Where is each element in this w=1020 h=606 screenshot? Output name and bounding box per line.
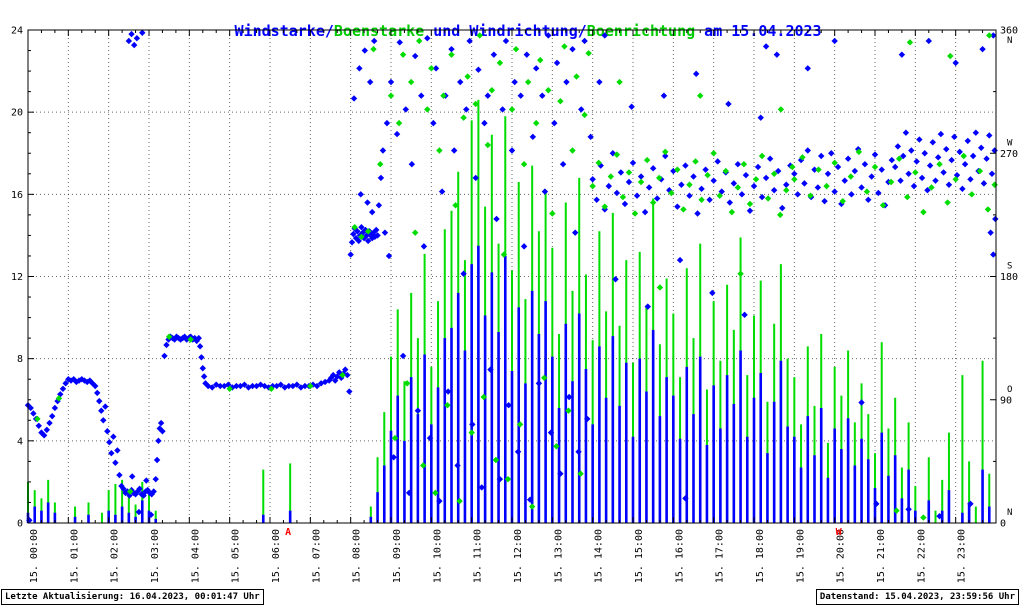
svg-text:15. 20:00: 15. 20:00 bbox=[836, 529, 847, 583]
svg-text:15. 10:00: 15. 10:00 bbox=[432, 529, 443, 583]
svg-text:N: N bbox=[1007, 508, 1012, 518]
svg-text:A: A bbox=[285, 527, 291, 538]
svg-text:15. 18:00: 15. 18:00 bbox=[755, 529, 766, 583]
svg-text:15. 00:00: 15. 00:00 bbox=[29, 529, 40, 583]
data-state-box: Datenstand: 15.04.2023, 23:59:56 Uhr bbox=[815, 589, 1019, 605]
svg-text:15. 05:00: 15. 05:00 bbox=[231, 529, 242, 583]
title-boenrichtung: Boenrichtung bbox=[586, 22, 696, 40]
svg-text:15. 21:00: 15. 21:00 bbox=[876, 529, 887, 583]
svg-text:24: 24 bbox=[11, 26, 23, 37]
svg-text:15. 03:00: 15. 03:00 bbox=[150, 529, 161, 583]
svg-text:15. 11:00: 15. 11:00 bbox=[473, 529, 484, 583]
svg-text:N: N bbox=[1007, 36, 1012, 46]
svg-text:W: W bbox=[836, 527, 843, 538]
svg-text:0: 0 bbox=[1000, 519, 1006, 530]
title-und-windrichtung: und Windrichtung/ bbox=[424, 22, 587, 40]
svg-text:90: 90 bbox=[1000, 395, 1012, 406]
last-update-box: Letzte Aktualisierung: 16.04.2023, 00:01… bbox=[1, 589, 264, 605]
svg-text:15. 12:00: 15. 12:00 bbox=[513, 529, 524, 583]
title-boenstarke: Boenstarke bbox=[333, 22, 425, 40]
svg-text:15. 13:00: 15. 13:00 bbox=[553, 529, 564, 583]
svg-text:15. 15:00: 15. 15:00 bbox=[634, 529, 645, 583]
svg-text:15. 07:00: 15. 07:00 bbox=[311, 529, 322, 583]
svg-text:W: W bbox=[1007, 138, 1013, 148]
svg-text:O: O bbox=[1007, 385, 1012, 395]
svg-text:12: 12 bbox=[11, 272, 23, 283]
svg-text:16: 16 bbox=[11, 190, 23, 201]
svg-text:15. 09:00: 15. 09:00 bbox=[392, 529, 403, 583]
svg-text:15. 14:00: 15. 14:00 bbox=[594, 529, 605, 583]
svg-text:15. 02:00: 15. 02:00 bbox=[110, 529, 121, 583]
svg-text:15. 06:00: 15. 06:00 bbox=[271, 529, 282, 583]
svg-text:20: 20 bbox=[11, 108, 23, 119]
svg-text:15. 01:00: 15. 01:00 bbox=[69, 529, 80, 583]
svg-text:S: S bbox=[1007, 262, 1012, 272]
svg-text:270: 270 bbox=[1000, 149, 1018, 160]
svg-text:15. 17:00: 15. 17:00 bbox=[715, 529, 726, 583]
svg-text:15. 16:00: 15. 16:00 bbox=[674, 529, 685, 583]
svg-text:15. 04:00: 15. 04:00 bbox=[190, 529, 201, 583]
svg-text:0: 0 bbox=[17, 519, 23, 530]
svg-text:8: 8 bbox=[17, 354, 23, 365]
svg-text:15. 22:00: 15. 22:00 bbox=[916, 529, 927, 583]
svg-text:15. 23:00: 15. 23:00 bbox=[957, 529, 968, 583]
svg-text:360: 360 bbox=[1000, 26, 1018, 37]
svg-text:15. 19:00: 15. 19:00 bbox=[795, 529, 806, 583]
svg-text:180: 180 bbox=[1000, 272, 1018, 283]
svg-text:4: 4 bbox=[17, 436, 23, 447]
title-windstarke: Windstarke/ bbox=[234, 22, 334, 40]
svg-text:15. 08:00: 15. 08:00 bbox=[352, 529, 363, 583]
